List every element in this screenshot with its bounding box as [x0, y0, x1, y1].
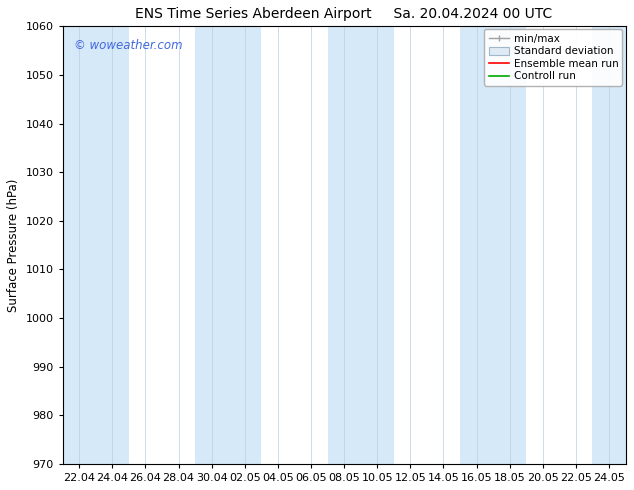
Bar	[460, 26, 526, 464]
Bar	[592, 26, 626, 464]
Text: © woweather.com: © woweather.com	[74, 39, 183, 52]
Bar	[195, 26, 261, 464]
Legend: min/max, Standard deviation, Ensemble mean run, Controll run: min/max, Standard deviation, Ensemble me…	[484, 29, 623, 86]
Bar	[63, 26, 129, 464]
Bar	[328, 26, 394, 464]
Y-axis label: Surface Pressure (hPa): Surface Pressure (hPa)	[7, 178, 20, 312]
Title: ENS Time Series Aberdeen Airport     Sa. 20.04.2024 00 UTC: ENS Time Series Aberdeen Airport Sa. 20.…	[136, 7, 553, 21]
